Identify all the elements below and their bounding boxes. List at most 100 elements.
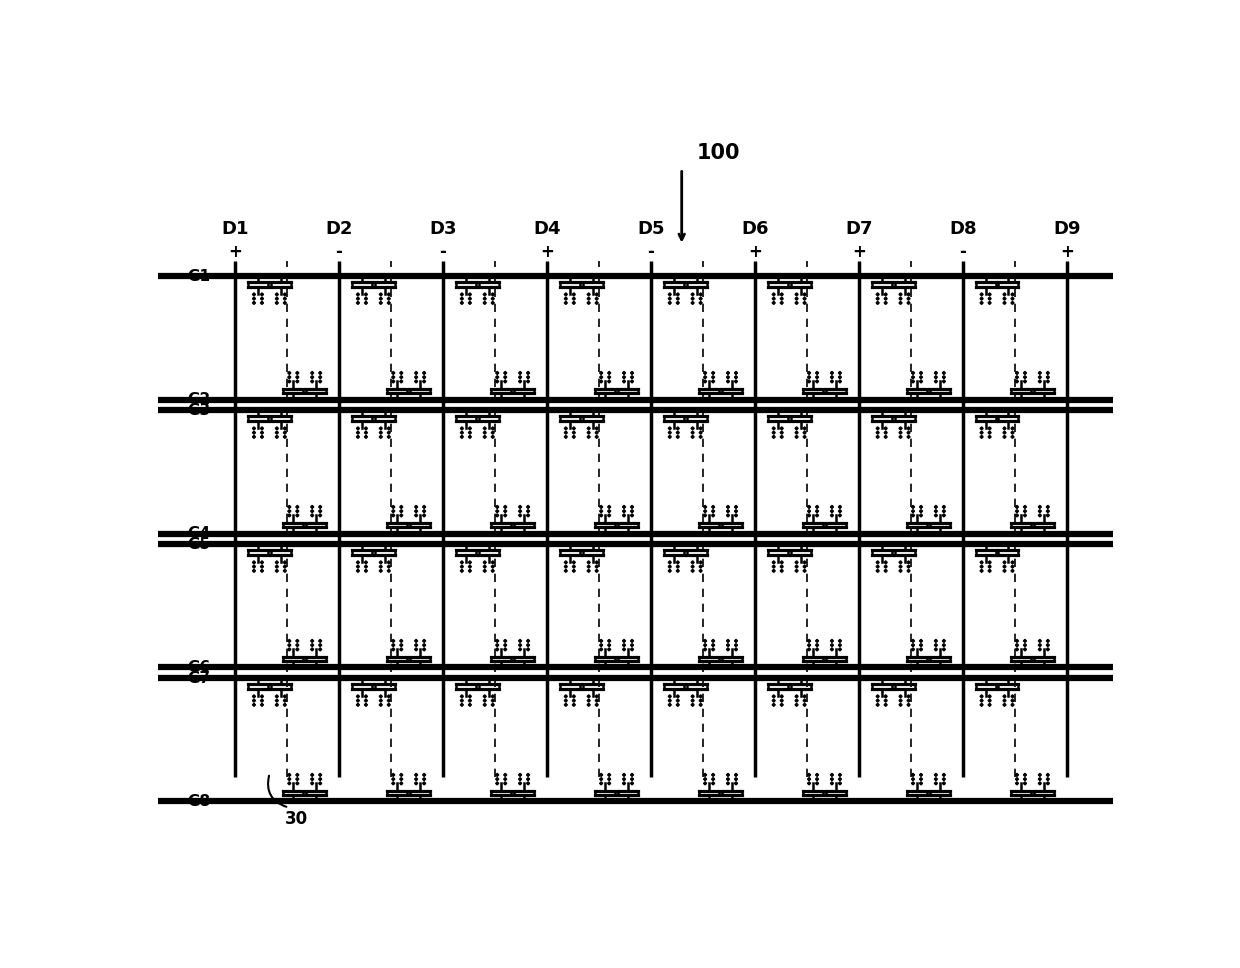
Polygon shape (804, 695, 806, 698)
Polygon shape (920, 376, 923, 378)
Polygon shape (311, 644, 314, 647)
Polygon shape (379, 565, 382, 568)
Polygon shape (773, 436, 775, 439)
Polygon shape (296, 505, 299, 508)
Polygon shape (288, 773, 291, 776)
Polygon shape (564, 569, 568, 572)
Polygon shape (1047, 376, 1049, 378)
Polygon shape (275, 293, 278, 296)
Polygon shape (980, 699, 983, 702)
Polygon shape (392, 505, 394, 508)
Polygon shape (816, 640, 818, 643)
Polygon shape (595, 427, 598, 430)
Polygon shape (392, 372, 394, 375)
Polygon shape (387, 293, 391, 296)
Polygon shape (911, 514, 915, 517)
Polygon shape (527, 777, 529, 780)
Polygon shape (699, 695, 702, 698)
Polygon shape (1038, 644, 1042, 647)
Polygon shape (496, 505, 498, 508)
Polygon shape (423, 773, 425, 776)
Polygon shape (608, 514, 611, 517)
Polygon shape (877, 569, 879, 572)
Polygon shape (356, 560, 360, 564)
Polygon shape (1003, 565, 1006, 568)
Polygon shape (573, 431, 575, 435)
Polygon shape (795, 565, 799, 568)
Polygon shape (734, 782, 738, 785)
Polygon shape (988, 569, 991, 572)
Polygon shape (807, 376, 811, 378)
Polygon shape (622, 372, 625, 375)
Polygon shape (288, 514, 291, 517)
Polygon shape (804, 301, 806, 304)
Polygon shape (906, 301, 910, 304)
Polygon shape (600, 376, 603, 378)
Polygon shape (595, 301, 598, 304)
Text: D2: D2 (325, 220, 353, 237)
Polygon shape (906, 699, 910, 702)
Polygon shape (527, 648, 529, 650)
Polygon shape (838, 644, 842, 647)
Polygon shape (588, 427, 590, 430)
Polygon shape (807, 372, 811, 375)
Polygon shape (622, 505, 625, 508)
Polygon shape (1023, 773, 1027, 776)
Polygon shape (676, 569, 680, 572)
Polygon shape (319, 773, 321, 776)
Polygon shape (734, 644, 738, 647)
Polygon shape (1023, 372, 1027, 375)
Polygon shape (356, 297, 360, 300)
Polygon shape (727, 640, 729, 643)
Polygon shape (1047, 782, 1049, 785)
Polygon shape (311, 773, 314, 776)
Polygon shape (491, 297, 495, 300)
Polygon shape (253, 704, 255, 707)
Text: D7: D7 (844, 220, 873, 237)
Polygon shape (942, 379, 945, 383)
Polygon shape (288, 644, 291, 647)
Polygon shape (911, 773, 915, 776)
Polygon shape (484, 565, 486, 568)
Polygon shape (691, 569, 694, 572)
Polygon shape (884, 431, 887, 435)
Polygon shape (503, 640, 507, 643)
Polygon shape (484, 704, 486, 707)
Polygon shape (399, 509, 403, 513)
Polygon shape (807, 773, 811, 776)
Polygon shape (699, 565, 702, 568)
Text: -: - (647, 243, 655, 260)
Polygon shape (838, 509, 842, 513)
Polygon shape (491, 560, 495, 564)
Polygon shape (691, 565, 694, 568)
Polygon shape (573, 565, 575, 568)
Polygon shape (595, 431, 598, 435)
Polygon shape (379, 293, 382, 296)
Polygon shape (608, 379, 611, 383)
Polygon shape (1023, 379, 1027, 383)
Polygon shape (253, 293, 255, 296)
Polygon shape (668, 569, 671, 572)
Polygon shape (600, 640, 603, 643)
Polygon shape (934, 505, 937, 508)
Polygon shape (988, 427, 991, 430)
Polygon shape (379, 431, 382, 435)
Polygon shape (491, 436, 495, 439)
Polygon shape (573, 301, 575, 304)
Polygon shape (712, 376, 714, 378)
Polygon shape (699, 704, 702, 707)
Polygon shape (1011, 293, 1014, 296)
Polygon shape (899, 565, 901, 568)
Polygon shape (460, 293, 464, 296)
Polygon shape (1023, 648, 1027, 650)
Polygon shape (622, 376, 625, 378)
Polygon shape (387, 704, 391, 707)
Polygon shape (595, 569, 598, 572)
Polygon shape (838, 376, 842, 378)
Polygon shape (911, 644, 915, 647)
Polygon shape (527, 372, 529, 375)
Polygon shape (392, 777, 394, 780)
Polygon shape (423, 372, 425, 375)
Polygon shape (727, 782, 729, 785)
Text: 30: 30 (285, 810, 309, 829)
